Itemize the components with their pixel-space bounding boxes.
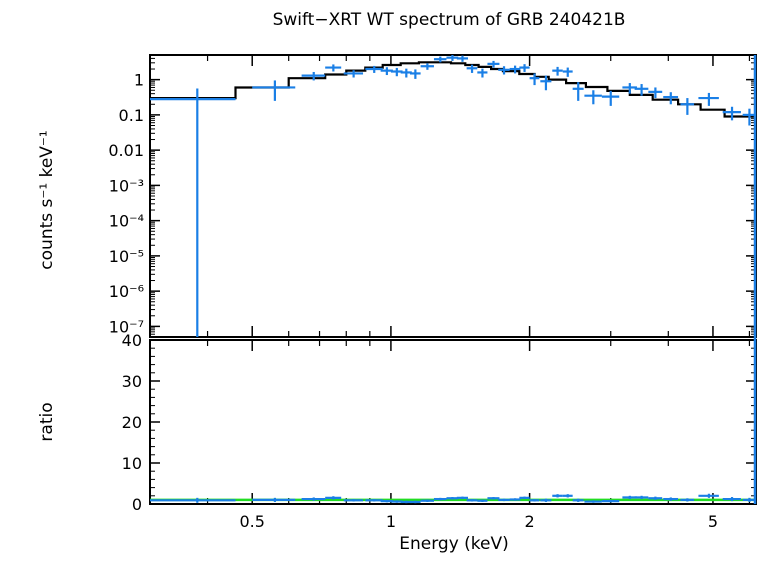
- top-ytick-label: 0.01: [108, 141, 144, 160]
- model-step-line: [150, 61, 756, 118]
- top-ytick-label: 1: [134, 71, 144, 90]
- ratio-panel: 0 10 20 30 40 0.5 1 2 5: [122, 55, 757, 531]
- top-ylabel: counts s⁻¹ keV⁻¹: [37, 130, 57, 269]
- top-ytick-label: 0.1: [119, 106, 144, 125]
- top-ytick-label: 10⁻⁴: [109, 212, 144, 231]
- bottom-ytick-label: 10: [122, 454, 142, 473]
- top-ytick-label: 10⁻⁵: [109, 247, 144, 266]
- bottom-ytick-label: 0: [132, 495, 142, 514]
- bottom-ylabel: ratio: [37, 402, 57, 441]
- x-axis-label: Energy (keV): [399, 534, 509, 554]
- bottom-ytick-label: 20: [122, 413, 142, 432]
- counts-panel: 1 0.1 0.01 10⁻³ 10⁻⁴ 10⁻⁵ 10⁻⁶ 10⁻⁷: [108, 54, 757, 338]
- top-ytick-label: 10⁻³: [109, 176, 144, 195]
- x-tick-label: 5: [708, 512, 718, 531]
- top-ytick-label: 10⁻⁷: [109, 317, 144, 336]
- bottom-frame: [149, 339, 757, 505]
- x-tick-label: 0.5: [239, 512, 264, 531]
- chart-title: Swift−XRT WT spectrum of GRB 240421B: [273, 10, 626, 30]
- x-tick-label: 1: [386, 512, 396, 531]
- top-ytick-label: 10⁻⁶: [109, 282, 144, 301]
- bottom-ytick-label: 30: [122, 372, 142, 391]
- x-tick-label: 2: [525, 512, 535, 531]
- bottom-ytick-label: 40: [122, 331, 142, 350]
